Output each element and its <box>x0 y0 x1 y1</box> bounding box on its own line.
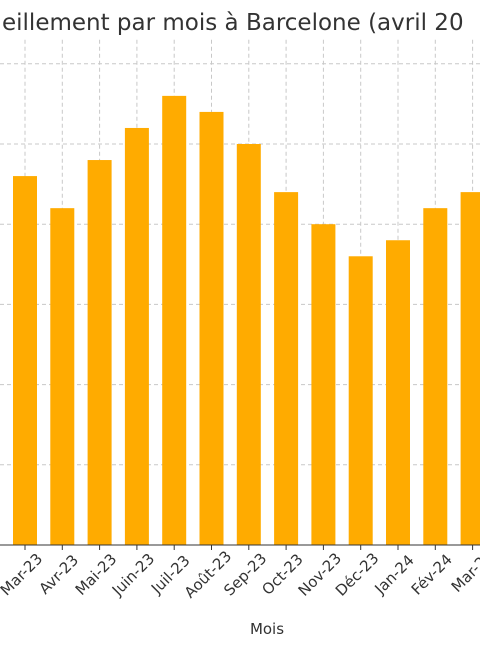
x-axis-label: Mois <box>250 620 284 638</box>
bar <box>124 127 149 546</box>
bar <box>460 192 480 545</box>
bar <box>50 208 75 545</box>
bar <box>199 111 224 546</box>
x-tick-label: Mar-23 <box>0 550 46 599</box>
bar <box>87 160 112 546</box>
bar <box>348 256 373 545</box>
bar <box>386 240 410 546</box>
bar <box>311 224 336 545</box>
bar <box>423 208 448 545</box>
bar <box>162 95 187 545</box>
x-tick-label: Juin-23 <box>108 550 158 600</box>
x-tick-label: Mar-2 <box>448 553 480 596</box>
bar <box>274 192 299 545</box>
x-tick-label: Fév-24 <box>408 550 456 598</box>
bar <box>13 176 37 545</box>
bar <box>236 144 261 545</box>
chart-title: eillement par mois à Barcelone (avril 20 <box>2 10 464 36</box>
